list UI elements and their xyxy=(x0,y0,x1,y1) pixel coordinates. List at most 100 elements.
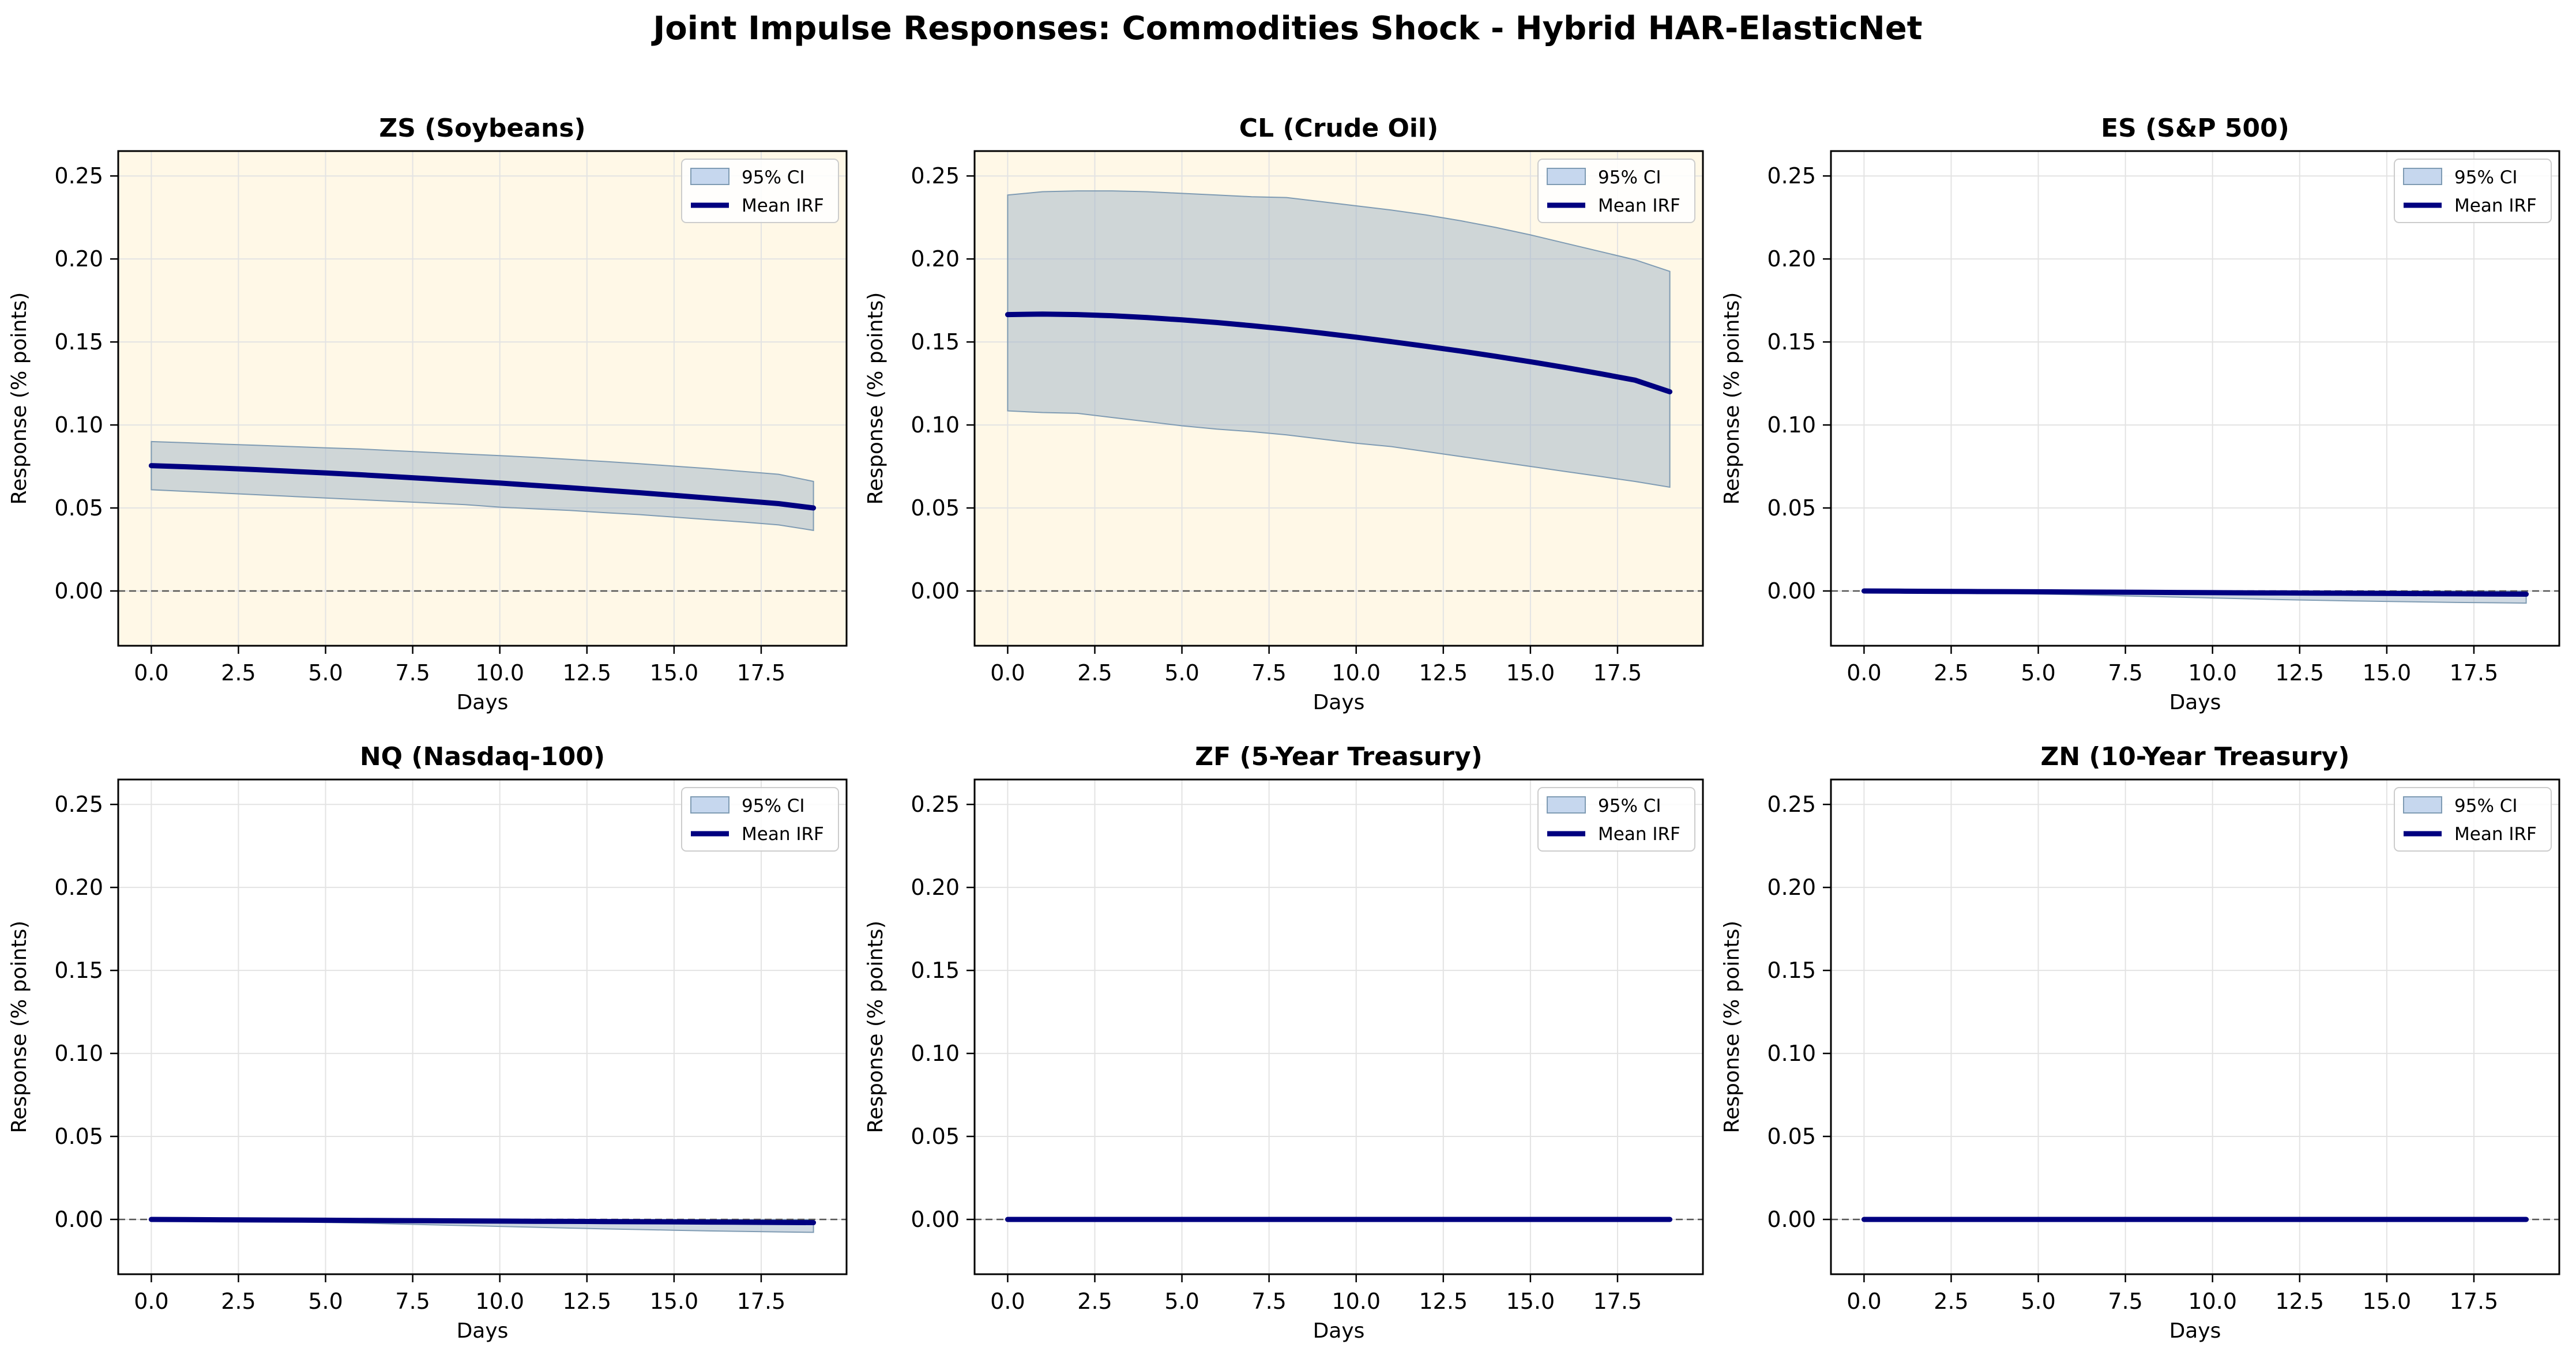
y-axis-label: Response (% points) xyxy=(7,921,31,1134)
y-tick-label: 0.15 xyxy=(54,329,103,355)
y-tick-label: 0.05 xyxy=(54,1124,103,1149)
x-tick-label: 2.5 xyxy=(1077,660,1112,686)
subplot-4: 0.0 2.5 5.0 7.5 10.0 12.5 15.0 17.5 0.00 0.05 0.10… xyxy=(864,742,1704,1343)
x-tick-label: 7.5 xyxy=(2108,1289,2142,1314)
subplot-grid: 0.0 2.5 5.0 7.5 10.0 12.5 15.0 17.5 0.00 0.05 0.10… xyxy=(7,114,2560,1343)
plot-area xyxy=(1831,151,2559,646)
legend-label-mean: Mean IRF xyxy=(1598,824,1680,845)
subplot-title: ZF (5-Year Treasury) xyxy=(1195,742,1483,771)
x-tick-label: 7.5 xyxy=(1251,660,1286,686)
plot-area xyxy=(118,780,847,1274)
legend-label-mean: Mean IRF xyxy=(2454,195,2537,216)
x-tick-label: 17.5 xyxy=(737,1289,786,1314)
x-tick-label: 0.0 xyxy=(1847,660,1881,686)
subplot-0: 0.0 2.5 5.0 7.5 10.0 12.5 15.0 17.5 0.00 0.05 0.10… xyxy=(7,114,848,714)
y-tick-label: 0.05 xyxy=(1767,1124,1816,1149)
legend-label-ci: 95% CI xyxy=(742,796,805,816)
legend: 95% CI Mean IRF xyxy=(681,159,839,223)
legend: 95% CI Mean IRF xyxy=(1537,787,1695,852)
subplot-3: 0.0 2.5 5.0 7.5 10.0 12.5 15.0 17.5 0.00 0.05 0.10… xyxy=(7,742,848,1343)
legend: 95% CI Mean IRF xyxy=(2394,159,2552,223)
legend-ci-swatch xyxy=(690,796,729,814)
x-tick-label: 0.0 xyxy=(134,660,168,686)
legend-label-mean: Mean IRF xyxy=(2454,824,2537,845)
subplot-1: 0.0 2.5 5.0 7.5 10.0 12.5 15.0 17.5 0.00 0.05 0.10… xyxy=(864,114,1704,714)
x-tick-label: 2.5 xyxy=(1934,1289,1968,1314)
legend-label-ci: 95% CI xyxy=(1598,796,1661,816)
y-axis-label: Response (% points) xyxy=(864,921,888,1134)
x-tick-label: 10.0 xyxy=(1332,660,1381,686)
y-tick-label: 0.10 xyxy=(1767,1041,1816,1066)
x-tick-label: 2.5 xyxy=(1077,1289,1112,1314)
y-tick-label: 0.05 xyxy=(911,1124,960,1149)
y-tick-label: 0.25 xyxy=(911,792,960,817)
x-tick-label: 17.5 xyxy=(1593,1289,1642,1314)
x-axis-label: Days xyxy=(2169,691,2221,714)
legend: 95% CI Mean IRF xyxy=(2394,787,2552,852)
legend-label-mean: Mean IRF xyxy=(742,195,824,216)
x-tick-label: 12.5 xyxy=(1419,660,1468,686)
x-tick-label: 7.5 xyxy=(395,1289,430,1314)
x-axis-label: Days xyxy=(457,1319,509,1343)
legend-ci-swatch xyxy=(1547,796,1586,814)
axes-frame xyxy=(1830,778,2560,1275)
plot-area xyxy=(1831,780,2559,1274)
x-axis-label: Days xyxy=(1313,1319,1365,1343)
legend-ci-swatch xyxy=(1547,168,1586,185)
subplot-title: ES (S&P 500) xyxy=(2101,114,2289,143)
x-tick-label: 15.0 xyxy=(1506,1289,1555,1314)
x-axis-label: Days xyxy=(457,691,509,714)
subplot-2: 0.0 2.5 5.0 7.5 10.0 12.5 15.0 17.5 0.00 0.05 0.10… xyxy=(1720,114,2560,714)
y-tick-label: 0.20 xyxy=(911,246,960,272)
y-tick-label: 0.10 xyxy=(911,412,960,438)
y-tick-label: 0.25 xyxy=(1767,163,1816,189)
y-tick-label: 0.15 xyxy=(911,958,960,983)
x-tick-label: 17.5 xyxy=(737,660,786,686)
x-tick-label: 12.5 xyxy=(562,660,611,686)
y-tick-label: 0.10 xyxy=(1767,412,1816,438)
legend-label-mean: Mean IRF xyxy=(1598,195,1680,216)
legend-label-ci: 95% CI xyxy=(1598,167,1661,188)
subplot-title: CL (Crude Oil) xyxy=(1239,114,1438,143)
y-tick-label: 0.05 xyxy=(54,495,103,521)
legend: 95% CI Mean IRF xyxy=(681,787,839,852)
legend: 95% CI Mean IRF xyxy=(1537,159,1695,223)
mean-irf-line xyxy=(1005,311,1673,394)
y-axis-label: Response (% points) xyxy=(1720,921,1744,1134)
y-axis-label: Response (% points) xyxy=(864,292,888,505)
x-tick-label: 10.0 xyxy=(475,1289,524,1314)
subplot-title: ZS (Soybeans) xyxy=(379,114,585,143)
x-tick-label: 17.5 xyxy=(2450,660,2499,686)
x-tick-label: 10.0 xyxy=(2188,1289,2237,1314)
y-tick-label: 0.25 xyxy=(54,792,103,817)
y-tick-label: 0.20 xyxy=(54,875,103,900)
y-tick-label: 0.15 xyxy=(911,329,960,355)
x-tick-label: 17.5 xyxy=(1593,660,1642,686)
y-tick-label: 0.00 xyxy=(1767,578,1816,604)
y-tick-label: 0.25 xyxy=(54,163,103,189)
x-tick-label: 15.0 xyxy=(2363,1289,2412,1314)
y-axis-label: Response (% points) xyxy=(7,292,31,505)
plot-area xyxy=(975,780,1703,1274)
x-tick-label: 5.0 xyxy=(308,1289,343,1314)
figure-title: Joint Impulse Responses: Commodities Sho… xyxy=(650,10,1922,47)
y-tick-label: 0.00 xyxy=(911,1207,960,1232)
subplot-5: 0.0 2.5 5.0 7.5 10.0 12.5 15.0 17.5 0.00 0.05 0.10… xyxy=(1720,742,2560,1343)
x-tick-label: 15.0 xyxy=(650,660,699,686)
x-tick-label: 5.0 xyxy=(308,660,343,686)
x-tick-label: 15.0 xyxy=(2363,660,2412,686)
y-tick-label: 0.00 xyxy=(911,578,960,604)
y-axis-label: Response (% points) xyxy=(1720,292,1744,505)
legend-label-ci: 95% CI xyxy=(742,167,805,188)
x-tick-label: 5.0 xyxy=(2021,1289,2055,1314)
x-tick-label: 12.5 xyxy=(562,1289,611,1314)
x-tick-label: 10.0 xyxy=(1332,1289,1381,1314)
mean-irf-line xyxy=(148,463,817,511)
x-tick-label: 5.0 xyxy=(1164,660,1199,686)
y-tick-label: 0.05 xyxy=(911,495,960,521)
x-tick-label: 0.0 xyxy=(990,660,1025,686)
legend-label-mean: Mean IRF xyxy=(742,824,824,845)
legend-ci-swatch xyxy=(2403,168,2442,185)
ci-band xyxy=(1007,190,1671,488)
y-tick-label: 0.10 xyxy=(54,412,103,438)
